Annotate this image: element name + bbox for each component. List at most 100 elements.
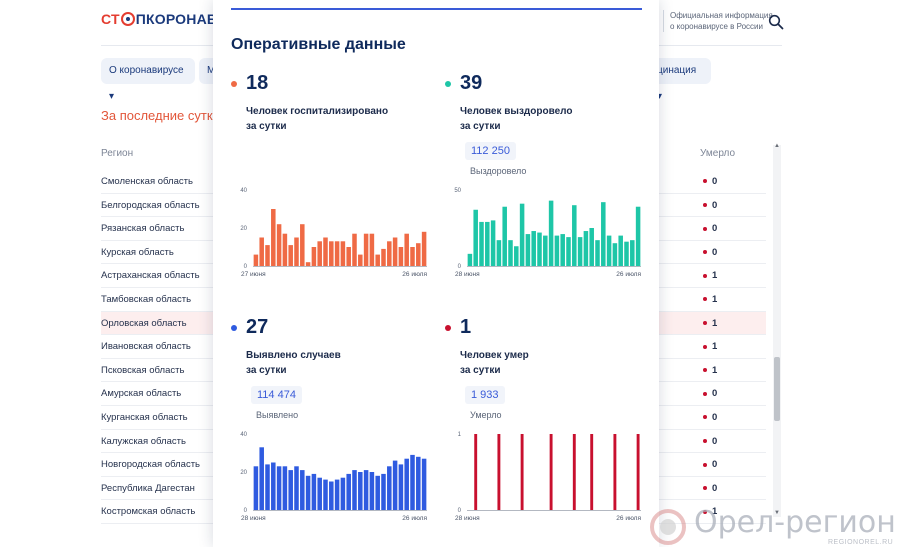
nav-about-covid[interactable]: О коронавирусе ▾: [101, 58, 195, 102]
bar[interactable]: [572, 205, 577, 266]
bar[interactable]: [520, 434, 524, 510]
bar[interactable]: [548, 200, 554, 266]
bar[interactable]: [317, 241, 322, 266]
bar[interactable]: [421, 231, 427, 266]
bar[interactable]: [352, 233, 357, 266]
bar[interactable]: [474, 434, 478, 510]
bar[interactable]: [311, 247, 317, 266]
bar[interactable]: [502, 206, 507, 266]
bar[interactable]: [514, 246, 519, 266]
bar[interactable]: [352, 470, 357, 510]
bar[interactable]: [410, 454, 415, 510]
bar[interactable]: [392, 237, 398, 267]
bar[interactable]: [479, 221, 484, 266]
bar[interactable]: [531, 231, 536, 266]
bar[interactable]: [613, 434, 617, 510]
bar[interactable]: [473, 209, 478, 266]
bar[interactable]: [485, 221, 490, 266]
bar[interactable]: [294, 466, 299, 510]
bar[interactable]: [537, 232, 542, 266]
bar[interactable]: [577, 237, 583, 266]
bar[interactable]: [323, 479, 328, 510]
bar[interactable]: [404, 458, 409, 510]
scroll-up-icon[interactable]: ▲: [774, 143, 780, 149]
column-header-died[interactable]: Умерло: [700, 148, 736, 159]
bar[interactable]: [340, 477, 346, 510]
bar[interactable]: [467, 253, 473, 266]
bar[interactable]: [323, 237, 328, 267]
bar[interactable]: [381, 248, 386, 266]
bar[interactable]: [566, 237, 571, 266]
bar[interactable]: [276, 224, 282, 266]
bar[interactable]: [381, 473, 386, 510]
bar[interactable]: [334, 241, 340, 266]
bar[interactable]: [560, 234, 565, 266]
bar[interactable]: [346, 473, 351, 510]
bar[interactable]: [358, 472, 363, 510]
bar[interactable]: [508, 240, 513, 266]
bar[interactable]: [497, 434, 501, 510]
bar[interactable]: [595, 240, 600, 266]
bar[interactable]: [416, 243, 421, 266]
bar[interactable]: [606, 235, 612, 266]
bar[interactable]: [525, 234, 531, 266]
bar[interactable]: [329, 241, 334, 266]
bar[interactable]: [416, 456, 421, 510]
bar[interactable]: [271, 462, 276, 511]
bar[interactable]: [329, 481, 334, 511]
bar[interactable]: [305, 475, 311, 510]
bar[interactable]: [288, 470, 293, 510]
bar[interactable]: [624, 241, 629, 266]
bar[interactable]: [375, 475, 380, 510]
bar[interactable]: [369, 233, 375, 266]
bar[interactable]: [375, 254, 380, 266]
bar[interactable]: [311, 473, 317, 510]
bar[interactable]: [358, 254, 363, 266]
bar[interactable]: [276, 466, 282, 510]
bar[interactable]: [265, 245, 270, 266]
bar[interactable]: [410, 247, 415, 266]
bar[interactable]: [340, 241, 346, 266]
bar[interactable]: [590, 434, 594, 510]
bar[interactable]: [259, 447, 264, 510]
bar[interactable]: [635, 206, 641, 266]
bar[interactable]: [387, 241, 392, 266]
column-header-region[interactable]: Регион: [101, 148, 134, 159]
bar[interactable]: [398, 247, 404, 266]
table-scrollbar[interactable]: [773, 145, 781, 517]
bar[interactable]: [601, 202, 606, 266]
bar[interactable]: [346, 247, 351, 266]
bar[interactable]: [589, 228, 594, 266]
bar[interactable]: [549, 434, 553, 510]
bar[interactable]: [282, 233, 288, 266]
bar[interactable]: [630, 240, 635, 266]
bar[interactable]: [294, 237, 299, 267]
nav-vaccination[interactable]: цинация ▾: [649, 58, 711, 102]
bar[interactable]: [398, 464, 404, 510]
site-logo[interactable]: СТ ПКОРОНАВИ: [101, 11, 227, 27]
bar[interactable]: [253, 466, 259, 510]
bar[interactable]: [392, 460, 398, 510]
bar[interactable]: [363, 233, 369, 266]
bar[interactable]: [519, 203, 525, 266]
bar[interactable]: [300, 470, 305, 510]
bar[interactable]: [490, 220, 496, 266]
bar[interactable]: [496, 240, 502, 266]
bar[interactable]: [421, 458, 427, 510]
bar[interactable]: [554, 235, 560, 266]
bar[interactable]: [404, 233, 409, 266]
bar[interactable]: [305, 262, 311, 266]
bar[interactable]: [259, 237, 264, 267]
bar[interactable]: [369, 472, 375, 510]
bar[interactable]: [612, 243, 618, 266]
bar[interactable]: [265, 464, 270, 510]
bar[interactable]: [387, 466, 392, 510]
bar[interactable]: [288, 245, 293, 266]
bar[interactable]: [317, 477, 322, 510]
bar[interactable]: [253, 254, 259, 266]
bar[interactable]: [363, 470, 369, 510]
bar[interactable]: [583, 231, 589, 266]
scrollbar-thumb[interactable]: [774, 357, 780, 421]
bar[interactable]: [300, 224, 305, 266]
bar[interactable]: [271, 209, 276, 266]
